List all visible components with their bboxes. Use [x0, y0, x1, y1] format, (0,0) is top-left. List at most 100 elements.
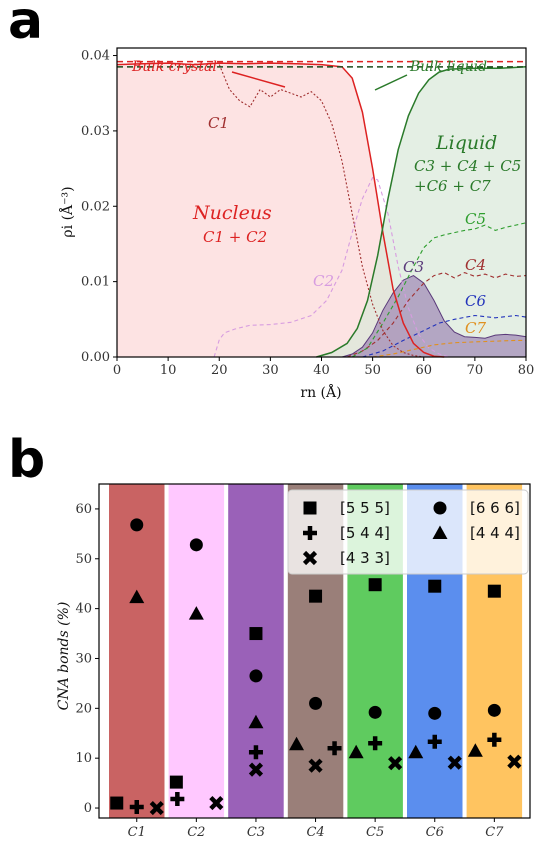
legend: [5 5 5] [6 6 6] [5 4 4] [4 4 4] [4 3 3] [287, 489, 529, 575]
marker-x-c7 [507, 754, 522, 769]
y-tick-label-a: 0.04 [81, 49, 110, 64]
series-c1-line [218, 64, 424, 358]
liquid-label: Liquid [435, 132, 497, 154]
x-tick-label-a: 50 [364, 363, 381, 378]
marker-square-c5 [368, 578, 382, 592]
liquid-region-fill [316, 66, 526, 358]
marker-x-c1 [149, 800, 164, 816]
marker-triangle-c5 [348, 744, 364, 759]
series-nucleus-line [116, 62, 445, 358]
nucleus-region-fill [117, 63, 445, 357]
c7-curve-label: C7 [465, 319, 486, 337]
y-tick-label-a: 0.02 [81, 199, 110, 214]
marker-square-c2 [169, 775, 183, 789]
x-tick-label-a: 60 [415, 363, 432, 378]
legend-label: [6 6 6] [470, 499, 520, 517]
marker-x-c5 [388, 756, 403, 771]
series-c2-line [213, 176, 450, 358]
category-label-c5: C5 [366, 825, 384, 840]
marker-x-c3 [248, 762, 264, 777]
axis-ticks-a: 0 10 20 30 40 50 60 70 80 0.00 0.01 0.02 0.03 0.04 [81, 49, 534, 378]
y-tick-label-b: 60 [75, 502, 92, 517]
region-fills [117, 63, 526, 358]
density-profile-chart: 0 10 20 30 40 50 60 70 80 0.00 0.01 0.02 0.03 0.04 Bu… [58, 47, 534, 401]
y-tick-label-a: 0.00 [81, 350, 110, 365]
legend-label: [4 3 3] [340, 549, 390, 567]
legend-marker-plus [303, 526, 317, 540]
c2-curve-label: C2 [313, 272, 334, 290]
x-tick-label-a: 40 [313, 363, 330, 378]
c3-curve-label: C3 [403, 258, 424, 276]
legend-marker-circle [433, 501, 447, 515]
category-label-c3: C3 [247, 825, 265, 840]
c1-curve-label: C1 [208, 114, 229, 132]
band-c3 [228, 484, 284, 818]
nucleus-sum-label: C1 + C2 [203, 228, 267, 246]
axis-ticks-b: 0 10 20 30 40 50 60 C1 C2 C3 C4 C5 C6 C7 [75, 502, 504, 840]
legend-label: [5 5 5] [340, 499, 390, 517]
legend-marker-x [302, 550, 318, 566]
y-tick-label-b: 30 [75, 651, 92, 666]
c6-curve-label: C6 [465, 292, 486, 310]
marker-circle-c5 [368, 705, 382, 719]
c4-curve-label: C4 [465, 256, 486, 274]
panel-a-letter: a [8, 0, 43, 51]
marker-plus-c2 [170, 792, 185, 807]
legend-label: [4 4 4] [470, 524, 520, 542]
marker-triangle-c7 [467, 743, 483, 757]
liquid-sum-label-1: C3 + C4 + C5 [414, 157, 521, 175]
series-liquid-line [316, 66, 527, 358]
band-c2 [168, 484, 225, 818]
marker-plus-c1 [129, 800, 144, 815]
marker-circle-c4 [309, 696, 323, 710]
y-tick-label-a: 0.01 [81, 275, 110, 290]
legend-marker-triangle [432, 525, 448, 539]
marker-circle-c1 [130, 518, 144, 532]
marker-x-c6 [447, 755, 462, 770]
x-axis-title-a: rn (Å) [300, 383, 341, 401]
series-c4-line [346, 271, 527, 358]
category-label-c6: C6 [426, 825, 444, 840]
bulk-liquid-label: Bulk liquid [409, 59, 487, 75]
series-c6-line [362, 314, 527, 358]
marker-circle-c7 [487, 703, 501, 717]
marker-triangle-c3 [248, 714, 264, 729]
series-c5-line [351, 222, 527, 358]
legend-marker-square [303, 501, 317, 515]
marker-square-c3 [249, 627, 263, 641]
panel-b-letter: b [8, 430, 45, 490]
y-axis-title-b: CNA bonds (%) [56, 602, 72, 711]
marker-square-c6 [428, 579, 442, 593]
category-label-c1: C1 [128, 825, 146, 840]
marker-plus-c5 [368, 736, 383, 751]
marker-plus-c6 [427, 734, 442, 749]
marker-circle-c3 [249, 669, 263, 683]
marker-triangle-c6 [408, 744, 424, 759]
legend-box [287, 489, 529, 575]
cna-markers [110, 518, 522, 816]
marker-square-c4 [309, 589, 323, 603]
legend-label: [5 4 4] [340, 524, 390, 542]
band-c1 [109, 484, 165, 818]
x-tick-label-a: 30 [262, 363, 279, 378]
marker-plus-c7 [487, 732, 502, 747]
x-tick-label-a: 70 [467, 363, 484, 378]
x-tick-label-a: 10 [160, 363, 177, 378]
marker-triangle-c2 [188, 606, 204, 620]
marker-circle-c6 [428, 706, 442, 720]
bulk-crystal-label: Bulk crystal [131, 59, 217, 75]
x-tick-label-a: 80 [518, 363, 535, 378]
y-tick-label-b: 20 [75, 701, 92, 716]
cna-bonds-chart: [5 5 5] [6 6 6] [5 4 4] [4 4 4] [4 3 3] 0 10 2… [56, 483, 531, 840]
liquid-sum-label-2: +C6 + C7 [414, 177, 491, 195]
marker-plus-c4 [327, 741, 342, 756]
bulk-reference-lines [117, 60, 526, 68]
marker-circle-c2 [189, 538, 203, 552]
marker-square-c1 [110, 796, 124, 810]
x-tick-label-a: 0 [113, 363, 121, 378]
plot-frame-b [98, 483, 531, 819]
y-tick-label-b: 10 [75, 751, 92, 766]
category-label-c2: C2 [187, 825, 205, 840]
marker-x-c2 [209, 795, 224, 811]
